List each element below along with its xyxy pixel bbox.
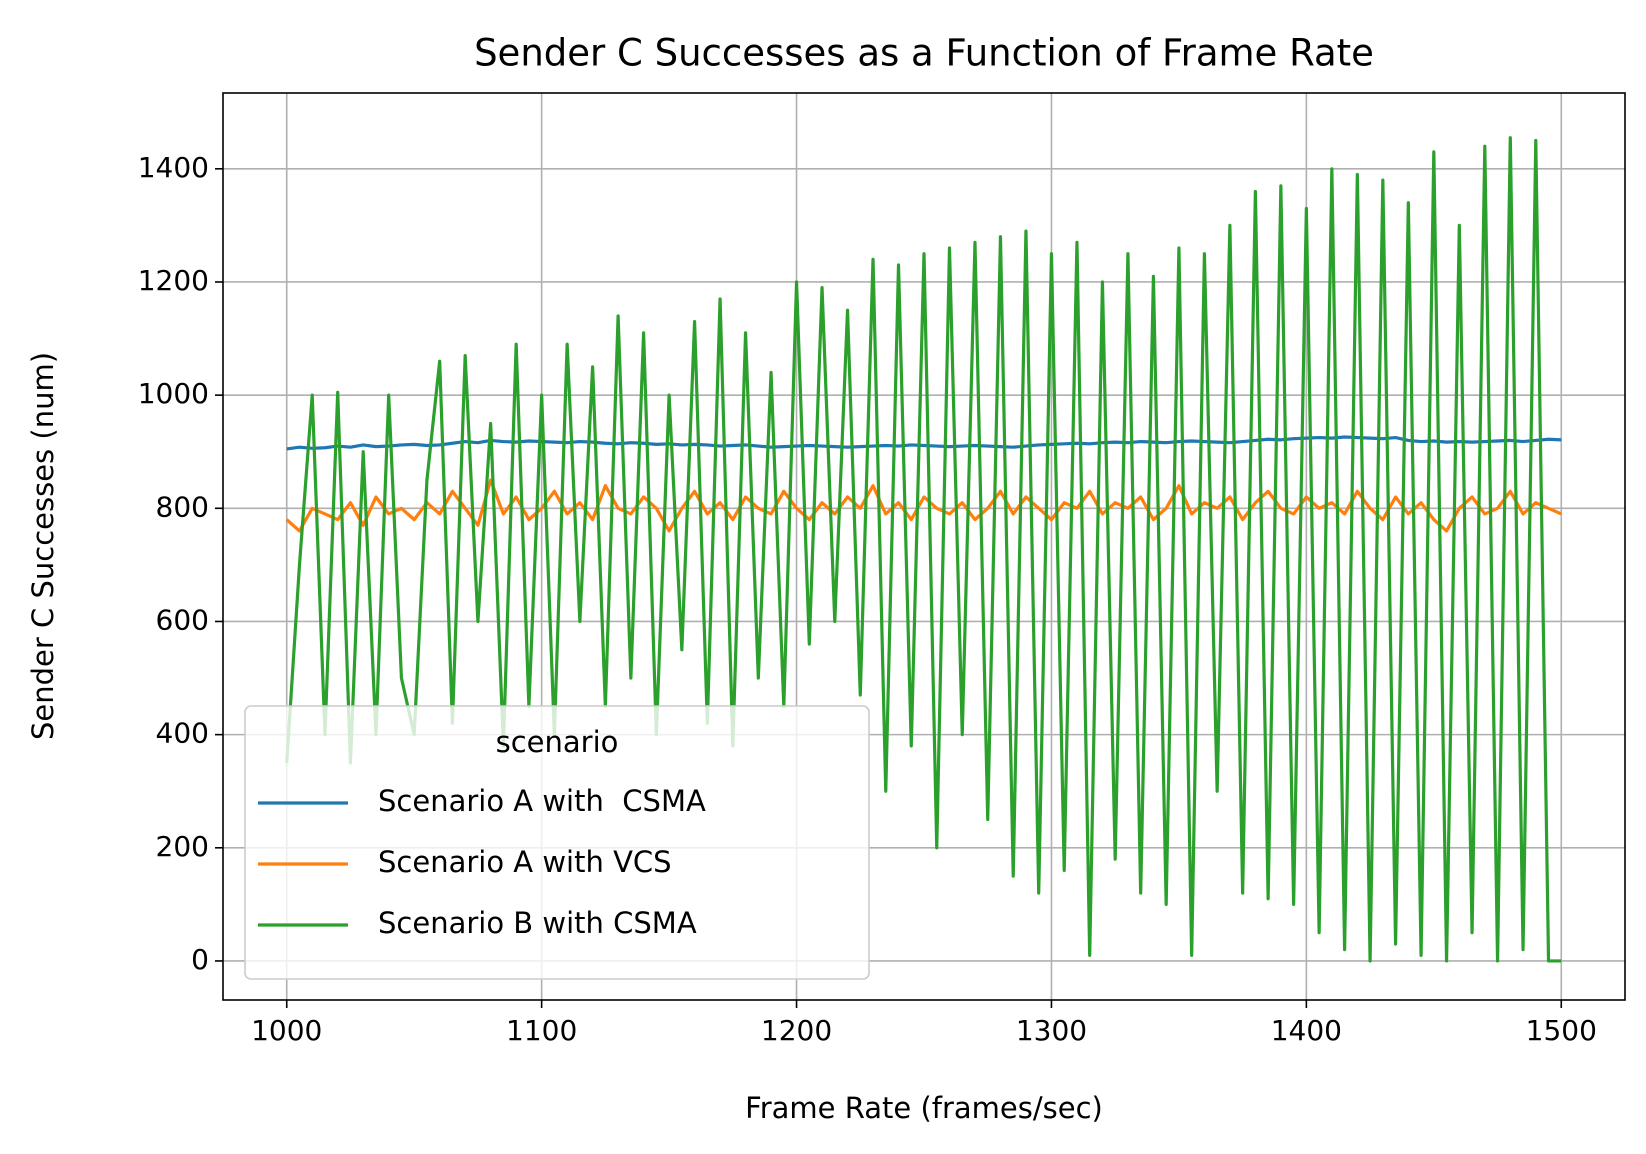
y-tick-label: 400 bbox=[156, 717, 209, 750]
x-tick-label: 1400 bbox=[1271, 1014, 1342, 1047]
legend-box bbox=[244, 705, 870, 980]
x-tick-label: 1300 bbox=[1016, 1014, 1087, 1047]
y-tick-label: 200 bbox=[156, 830, 209, 863]
y-tick-label: 1200 bbox=[138, 264, 209, 297]
y-axis-label: Sender C Successes (num) bbox=[26, 352, 60, 740]
legend-title: scenario bbox=[496, 725, 619, 759]
legend-label: Scenario A with CSMA bbox=[378, 784, 706, 818]
y-tick-label: 1400 bbox=[138, 151, 209, 184]
legend-label: Scenario B with CSMA bbox=[378, 906, 697, 940]
x-tick-label: 1200 bbox=[761, 1014, 832, 1047]
plot-frame bbox=[222, 92, 1626, 1001]
series-line bbox=[285, 478, 1562, 533]
y-tick-label: 600 bbox=[156, 603, 209, 636]
series-line bbox=[285, 136, 1562, 963]
y-tick-label: 800 bbox=[156, 490, 209, 523]
chart-title: Sender C Successes as a Function of Fram… bbox=[474, 32, 1374, 75]
x-tick-label: 1000 bbox=[251, 1014, 322, 1047]
y-tick-label: 0 bbox=[191, 943, 209, 976]
legend-label: Scenario A with VCS bbox=[378, 845, 672, 879]
y-tick-label: 1000 bbox=[138, 377, 209, 410]
x-tick-label: 1100 bbox=[506, 1014, 577, 1047]
x-axis-label: Frame Rate (frames/sec) bbox=[745, 1091, 1103, 1125]
series-line bbox=[286, 435, 1562, 451]
x-tick-label: 1500 bbox=[1526, 1014, 1597, 1047]
